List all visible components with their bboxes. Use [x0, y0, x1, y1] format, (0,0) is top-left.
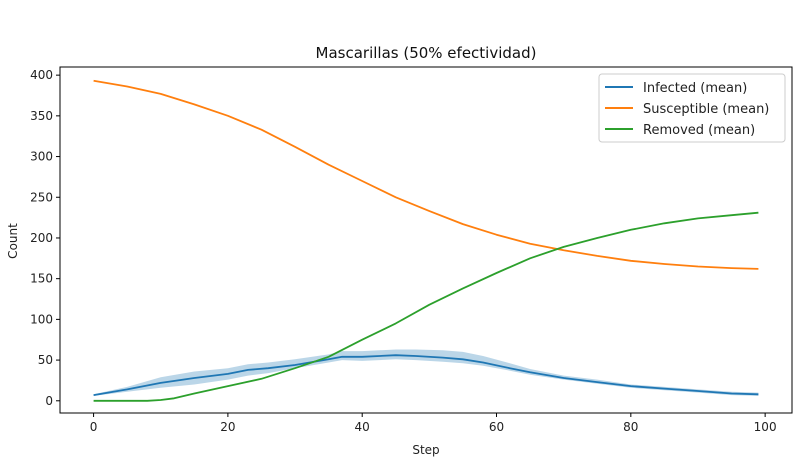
y-tick-label: 100 [30, 312, 53, 326]
chart-title: Mascarillas (50% efectividad) [316, 44, 537, 62]
series-line-2 [93, 211, 759, 402]
x-tick-label: 100 [754, 420, 777, 434]
y-tick-label: 250 [30, 190, 53, 204]
y-tick-label: 350 [30, 109, 53, 123]
series-line-0 [93, 354, 759, 396]
plot-frame [59, 66, 793, 414]
legend-label-1: Susceptible (mean) [643, 102, 769, 117]
y-tick-label: 50 [38, 353, 53, 367]
x-tick-label: 80 [623, 420, 638, 434]
x-tick-label: 60 [489, 420, 504, 434]
axes: 0 20 40 60 80 100 0 50 100 150 200 250 300 350 400 [30, 66, 793, 434]
plot-area [93, 79, 759, 402]
y-tick-label: 400 [30, 68, 53, 82]
y-axis-title: Count [6, 223, 20, 259]
x-tick-label: 0 [90, 420, 98, 434]
legend: Infected (mean) Susceptible (mean) Removed… [598, 73, 786, 143]
y-tick-label: 200 [30, 231, 53, 245]
series-line-1 [93, 79, 759, 270]
x-tick-label: 20 [220, 420, 235, 434]
legend-box [598, 73, 786, 143]
x-axis-title: Step [412, 443, 439, 457]
legend-label-0: Infected (mean) [643, 81, 747, 96]
y-tick-label: 150 [30, 272, 53, 286]
x-tick-label: 40 [355, 420, 370, 434]
y-tick-label: 0 [45, 394, 53, 408]
y-tick-label: 300 [30, 150, 53, 164]
legend-label-2: Removed (mean) [643, 123, 755, 138]
